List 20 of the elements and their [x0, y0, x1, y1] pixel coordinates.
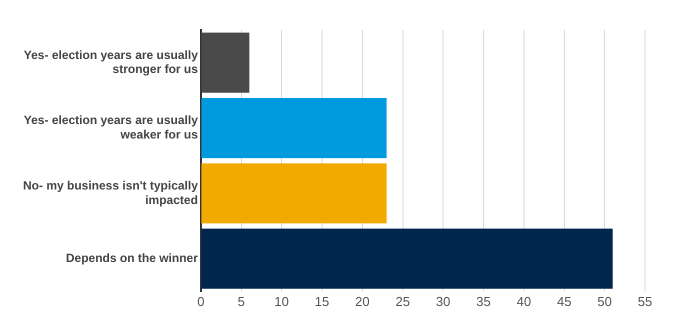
x-tick-label: 10	[274, 294, 289, 309]
x-tick-label: 5	[238, 294, 245, 309]
x-tick-label: 20	[355, 294, 370, 309]
x-tick-label: 55	[638, 294, 652, 309]
x-tick-label: 40	[516, 294, 532, 309]
x-tick-label: 15	[314, 294, 330, 309]
x-tick-label: 45	[557, 294, 572, 309]
x-tick-label: 35	[476, 294, 491, 309]
y-tick-label: Depends on the winner	[66, 251, 198, 266]
y-tick-label: No- my business isn't typically impacted	[22, 178, 198, 207]
y-tick-label: Yes- election years are usually stronger for us	[24, 48, 198, 76]
x-tick-label: 25	[396, 294, 410, 309]
x-tick-label: 30	[436, 294, 450, 309]
bar	[201, 228, 613, 289]
x-tick-label: 50	[597, 294, 612, 309]
y-tick-label: Yes- election years are usually weaker for us	[24, 113, 198, 142]
bar	[201, 98, 387, 158]
x-tick-label: 0	[197, 294, 205, 309]
bar	[201, 163, 387, 224]
bar	[201, 32, 250, 93]
